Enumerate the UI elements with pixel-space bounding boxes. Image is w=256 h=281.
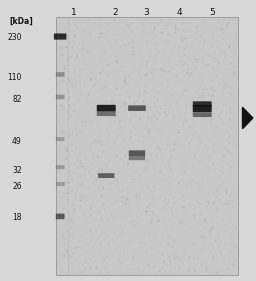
- Bar: [56, 17, 238, 275]
- FancyBboxPatch shape: [56, 165, 65, 169]
- Text: 1: 1: [71, 8, 77, 17]
- Text: 230: 230: [7, 33, 22, 42]
- FancyBboxPatch shape: [56, 137, 65, 141]
- Text: 32: 32: [12, 166, 22, 175]
- Text: 18: 18: [12, 213, 22, 222]
- Text: 4: 4: [176, 8, 182, 17]
- Text: [kDa]: [kDa]: [9, 17, 33, 26]
- FancyBboxPatch shape: [193, 101, 212, 107]
- Text: 3: 3: [143, 8, 149, 17]
- FancyBboxPatch shape: [56, 95, 65, 99]
- FancyBboxPatch shape: [56, 214, 65, 219]
- Text: 49: 49: [12, 137, 22, 146]
- FancyBboxPatch shape: [98, 173, 114, 178]
- FancyBboxPatch shape: [56, 182, 65, 186]
- FancyBboxPatch shape: [129, 150, 145, 156]
- FancyBboxPatch shape: [56, 72, 65, 77]
- FancyBboxPatch shape: [54, 33, 67, 40]
- FancyBboxPatch shape: [128, 105, 146, 111]
- FancyBboxPatch shape: [129, 156, 145, 160]
- Text: 110: 110: [7, 73, 22, 82]
- Text: 82: 82: [12, 95, 22, 104]
- FancyBboxPatch shape: [193, 105, 212, 112]
- Polygon shape: [242, 107, 253, 129]
- FancyBboxPatch shape: [193, 112, 212, 117]
- Text: 26: 26: [12, 182, 22, 191]
- FancyBboxPatch shape: [97, 112, 116, 116]
- Text: 5: 5: [210, 8, 215, 17]
- FancyBboxPatch shape: [97, 105, 116, 112]
- Text: 2: 2: [112, 8, 118, 17]
